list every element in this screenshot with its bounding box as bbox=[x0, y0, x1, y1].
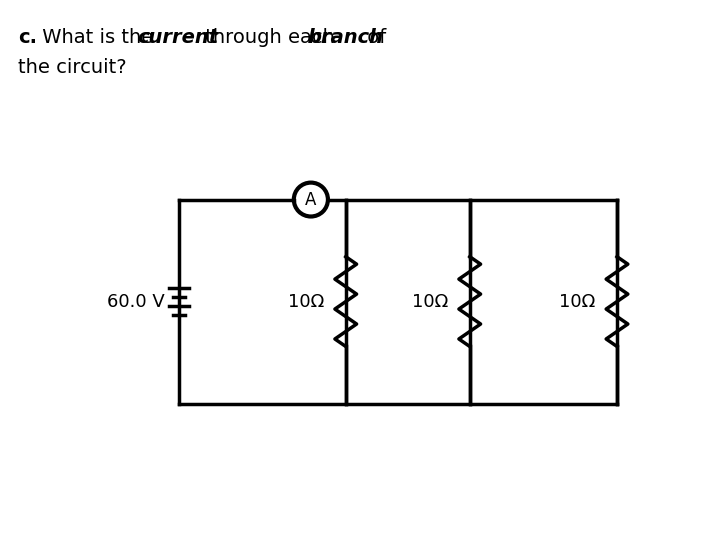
Text: 10Ω: 10Ω bbox=[412, 293, 448, 310]
Text: of: of bbox=[361, 28, 386, 47]
Text: through each: through each bbox=[199, 28, 341, 47]
Text: 10Ω: 10Ω bbox=[559, 293, 595, 310]
Text: What is the: What is the bbox=[35, 28, 159, 47]
Text: current: current bbox=[137, 28, 218, 47]
Text: c.: c. bbox=[18, 28, 37, 47]
Text: branch: branch bbox=[308, 28, 384, 47]
Text: A: A bbox=[305, 191, 317, 208]
Text: 60.0 V: 60.0 V bbox=[107, 293, 165, 310]
Text: the circuit?: the circuit? bbox=[18, 58, 127, 77]
Text: 10Ω: 10Ω bbox=[288, 293, 324, 310]
